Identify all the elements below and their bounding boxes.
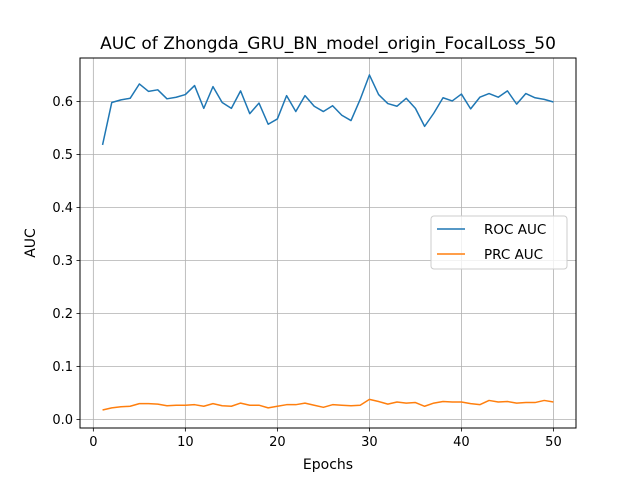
roc-auc-line <box>101 74 554 146</box>
plot-frame <box>79 57 577 429</box>
legend-label-roc-auc: ROC AUC <box>484 222 546 238</box>
x-tick-label: 50 <box>545 435 562 450</box>
y-tick-label: 0.2 <box>52 307 73 322</box>
legend: ROC AUC PRC AUC <box>430 215 568 270</box>
legend-label-prc-auc: PRC AUC <box>484 247 543 263</box>
chart-title: AUC of Zhongda_GRU_BN_model_origin_Focal… <box>100 34 556 54</box>
y-axis-label: AUC <box>23 228 39 258</box>
y-tick-label: 0.3 <box>52 254 73 269</box>
y-tick-label: 0.5 <box>52 148 73 163</box>
x-tick-label: 10 <box>177 435 194 450</box>
y-tick-label: 0.4 <box>52 201 73 216</box>
series-lines <box>101 74 554 411</box>
x-tick-label: 20 <box>269 435 286 450</box>
x-tick-label: 30 <box>361 435 378 450</box>
y-tick-label: 0.6 <box>52 95 73 110</box>
axis-ticks: 0 10 20 30 40 50 0.0 0.1 0.2 0.3 0.4 0.5 0.6 <box>52 95 561 450</box>
x-tick-label: 40 <box>453 435 470 450</box>
y-tick-label: 0.1 <box>52 360 73 375</box>
x-tick-label: 0 <box>89 435 97 450</box>
y-tick-label: 0.0 <box>52 413 73 428</box>
x-axis-label: Epochs <box>303 457 353 473</box>
prc-auc-line <box>102 398 554 411</box>
